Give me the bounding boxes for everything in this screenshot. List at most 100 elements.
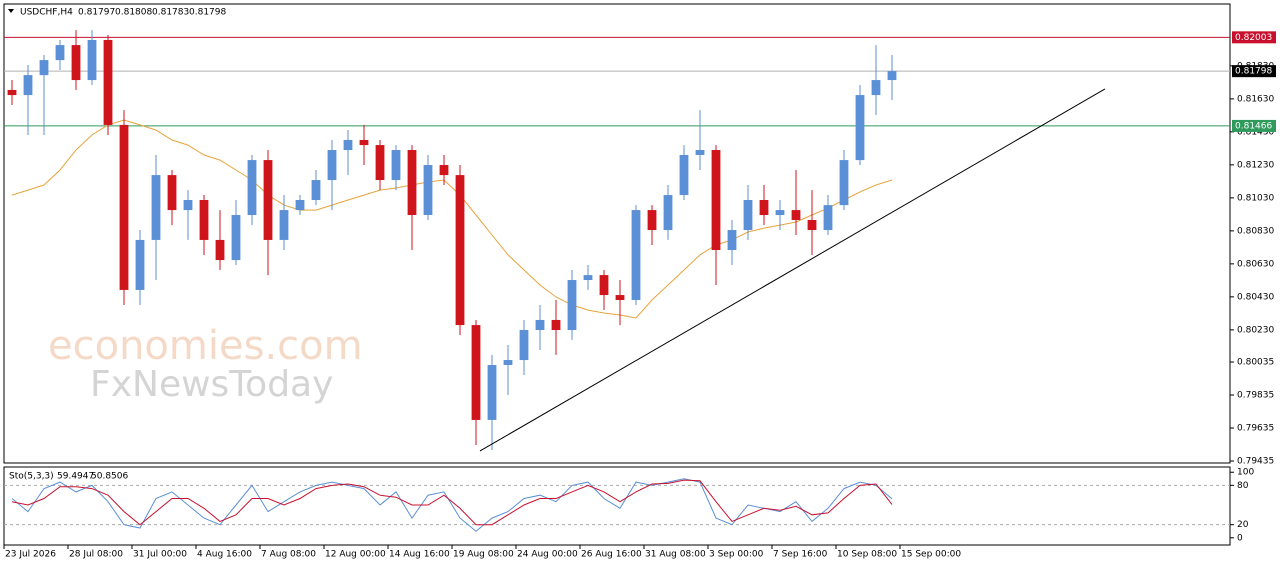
x-tick-label: 31 Aug 08:00 (645, 550, 706, 560)
x-tick-label: 7 Sep 16:00 (773, 550, 828, 560)
y-tick-label: 0.79635 (1237, 424, 1274, 434)
moving-average (11, 119, 893, 319)
candle-body (567, 280, 577, 331)
x-tick-label: 3 Sep 00:00 (709, 550, 764, 560)
header-value: 0.81798 (189, 8, 226, 18)
candle-body (695, 150, 705, 155)
candle-body (215, 239, 225, 261)
candle-body (359, 139, 369, 146)
candle-body (231, 215, 241, 261)
candle-body (439, 165, 449, 176)
candle-body (791, 210, 801, 220)
candle-body (503, 360, 513, 365)
y-tick-label: 0 (1237, 533, 1243, 543)
candle-body (423, 165, 433, 216)
candle-body (71, 45, 81, 81)
candle-body (775, 210, 785, 216)
stoch-plot-frame (3, 466, 1231, 546)
stoch-title: Sto(5,3,3) (9, 472, 54, 482)
x-tick-label: 10 Sep 08:00 (837, 550, 897, 560)
x-tick-label: 26 Aug 16:00 (581, 550, 642, 560)
stoch-line (11, 478, 893, 532)
candle-body (119, 124, 129, 290)
candle-body (87, 39, 97, 81)
candle-body (311, 180, 321, 201)
candle-body (55, 45, 65, 61)
candle-body (871, 80, 881, 96)
candle-body (295, 200, 305, 211)
y-tick-label: 0.81430 (1237, 127, 1274, 137)
candle-body (327, 150, 337, 181)
x-tick-label: 31 Jul 00:00 (133, 550, 187, 560)
candle-body (855, 95, 865, 161)
candle-body (247, 160, 257, 216)
candle-body (279, 210, 289, 240)
candle-body (199, 200, 209, 240)
price-level-label: 0.82003 (1235, 33, 1272, 43)
x-tick-label: 24 Aug 00:00 (517, 550, 578, 560)
y-tick-label: 0.81230 (1237, 160, 1274, 170)
stoch-value: 50.8506 (91, 472, 128, 482)
candle-body (615, 295, 625, 300)
x-tick-label: 7 Aug 08:00 (261, 550, 316, 560)
candle-body (407, 150, 417, 216)
candle-body (599, 275, 609, 296)
symbol: USDCHF,H4 (20, 8, 73, 18)
candle-body (135, 239, 145, 290)
y-tick-label: 0.80230 (1237, 325, 1274, 335)
y-tick-label: 0.80035 (1237, 358, 1274, 368)
candle-body (743, 200, 753, 231)
price-level-label: 0.81798 (1235, 67, 1272, 77)
candle-body (823, 205, 833, 231)
y-tick-label: 0.80430 (1237, 292, 1274, 302)
candle-body (23, 75, 33, 96)
candle-body (151, 175, 161, 240)
x-tick-label: 15 Sep 00:00 (901, 550, 961, 560)
price-level-label: 0.81466 (1235, 121, 1272, 131)
y-tick-label: 0.80630 (1237, 259, 1274, 269)
candle-body (519, 330, 529, 361)
y-tick-label: 0.79435 (1237, 457, 1274, 467)
candle-body (487, 364, 497, 420)
menu-arrow (8, 9, 14, 13)
watermark: FxNewsToday (90, 364, 333, 405)
stoch-value: 59.4947 (57, 472, 94, 482)
candle-body (535, 319, 545, 331)
candle-body (647, 210, 657, 231)
y-tick-label: 0.81030 (1237, 193, 1274, 203)
y-tick-label: 80 (1237, 481, 1249, 491)
x-tick-label: 12 Aug 00:00 (325, 550, 386, 560)
header-value: 0.81783 (152, 8, 189, 18)
candle-body (759, 200, 769, 216)
candle-body (391, 150, 401, 181)
y-tick-label: 20 (1237, 520, 1249, 530)
price-level-box (1232, 31, 1276, 44)
candle-body (455, 175, 465, 326)
x-tick-label: 14 Aug 16:00 (389, 550, 450, 560)
watermark: economies.com (48, 323, 363, 369)
candle-body (471, 325, 481, 420)
candle-body (167, 175, 177, 211)
x-tick-label: 23 Jul 2026 (5, 550, 56, 560)
x-tick-label: 28 Jul 08:00 (69, 550, 123, 560)
candle-body (39, 60, 49, 76)
y-tick-label: 0.80830 (1237, 226, 1274, 236)
candle-body (375, 145, 385, 181)
y-tick-label: 0.79835 (1237, 391, 1274, 401)
candle-body (551, 319, 561, 331)
candle-body (727, 230, 737, 250)
candle-body (663, 195, 673, 231)
trendline (479, 88, 1106, 452)
main-plot-frame (3, 3, 1231, 464)
y-tick-label: 100 (1237, 468, 1254, 478)
candle-body (807, 219, 817, 231)
candle-body (103, 39, 113, 125)
candle-body (7, 89, 17, 96)
price-level-box (1232, 119, 1276, 132)
candle-body (887, 71, 897, 81)
candle-body (263, 160, 273, 240)
candle-body (679, 154, 689, 196)
candle-body (183, 200, 193, 211)
